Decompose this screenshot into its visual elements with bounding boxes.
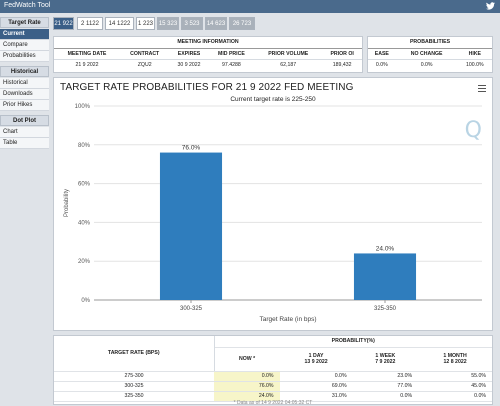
value-cell: 23.0% (352, 371, 419, 382)
y-tick-label: 40% (78, 220, 91, 226)
tab-meeting-8[interactable]: 26 723 (229, 17, 255, 30)
tab-meeting-2[interactable]: 2 1122 (77, 17, 103, 30)
sidebar-heading-target-rate: Target Rate (0, 17, 49, 28)
bar (159, 152, 223, 300)
value-cell: 77.0% (352, 381, 419, 392)
meeting-date-value: 21 9 2022 (75, 61, 99, 68)
app-title: FedWatch Tool (4, 2, 51, 9)
contract-value: ZQU2 (137, 61, 152, 68)
sidebar-item-probabilities[interactable]: Probabilities (0, 51, 49, 62)
value-cell: 55.0% (418, 371, 492, 382)
value-cell: 0.0% (279, 371, 353, 382)
col-now-header: NOW * (214, 347, 280, 372)
tab-meeting-3[interactable]: 14 1222 (105, 17, 134, 30)
probabilities-header: EASE (368, 48, 396, 60)
rate-cell: 325-350 (54, 391, 214, 402)
chart-subtitle: Current target rate is 225-250 (230, 96, 316, 103)
probabilities-header: NO CHANGE (395, 48, 458, 60)
value-cell: 0.0% (352, 391, 419, 402)
y-tick-label: 20% (78, 259, 91, 265)
sidebar-item-prior-hikes[interactable]: Prior Hikes (0, 100, 49, 111)
data-label: 24.0% (376, 245, 395, 252)
table-row: 275-300 0.0% 0.0% 23.0% 55.0% (54, 371, 492, 382)
no-change-value: 0.0% (420, 61, 433, 68)
y-tick-label: 60% (78, 182, 91, 188)
sidebar-item-table[interactable]: Table (0, 138, 49, 149)
probability-table-panel: TARGET RATE (BPS) PROBABILITY(%) NOW * 1… (53, 335, 493, 406)
table-row: 300-325 76.0% 69.0% 77.0% 45.0% (54, 381, 492, 392)
col-1week-header: 1 WEEK 7 9 2022 (352, 347, 419, 372)
ease-value: 0.0% (375, 61, 388, 68)
chart-panel: TARGET RATE PROBABILITIES FOR 21 9 2022 … (53, 77, 493, 331)
tab-meeting-6[interactable]: 3 523 (181, 17, 203, 30)
probabilities-panel: PROBABILITIES EASE NO CHANGE HIKE 0.0% 0… (367, 36, 493, 73)
sidebar-item-chart[interactable]: Chart (0, 127, 49, 138)
tab-meeting-5[interactable]: 15 323 (157, 17, 179, 30)
y-axis-label: Probability (64, 189, 70, 217)
probabilities-heading: PROBABILITIES (368, 37, 492, 49)
prior-oi-value: 189,432 (332, 61, 352, 68)
sidebar-item-current[interactable]: Current (0, 29, 49, 40)
now-cell: 0.0% (214, 371, 280, 382)
now-cell: 24.0% (214, 391, 280, 402)
data-footnote: * Data as of 14 9 2022 04:05:32 CT (233, 400, 313, 406)
sidebar-heading-dot-plot: Dot Plot (0, 115, 49, 126)
chart-menu-icon[interactable] (478, 85, 486, 92)
q-logo-icon: Q (464, 118, 482, 143)
col-1day-header: 1 DAY 13 9 2022 (279, 347, 353, 372)
hike-value: 100.0% (465, 61, 484, 68)
sidebar-item-downloads[interactable]: Downloads (0, 89, 49, 100)
meeting-info-header: MEETING DATE (54, 48, 120, 60)
value-cell: 69.0% (279, 381, 353, 392)
meeting-info-heading: MEETING INFORMATION (54, 37, 362, 49)
value-cell: 0.0% (418, 391, 492, 402)
meeting-info-header: CONTRACT (119, 48, 170, 60)
tab-meeting-7[interactable]: 14 623 (205, 17, 227, 30)
sidebar-item-historical[interactable]: Historical (0, 78, 49, 89)
meeting-info-header: MID PRICE (208, 48, 255, 60)
chart-title: TARGET RATE PROBABILITIES FOR 21 9 2022 … (60, 82, 354, 93)
col-1month-header: 1 MONTH 12 8 2022 (418, 347, 492, 372)
target-rate-header: TARGET RATE (BPS) (54, 336, 215, 372)
y-tick-label: 80% (78, 143, 91, 149)
tab-meeting-1[interactable]: 21 922 (53, 17, 74, 30)
title-bar: FedWatch Tool (0, 0, 500, 13)
table-row: 325-350 24.0% 31.0% 0.0% 0.0% (54, 391, 492, 402)
bar (353, 253, 417, 300)
bar-chart: 0% 20% 40% 60% 80% 100% Probability 76.0% 300-32… (64, 104, 482, 323)
data-label: 76.0% (182, 145, 201, 152)
meeting-info-panel: MEETING INFORMATION MEETING DATE CONTRAC… (53, 36, 363, 73)
expires-value: 30 9 2022 (177, 61, 201, 68)
probability-group-header: PROBABILITY(%) (214, 336, 492, 348)
mid-price-value: 97.4288 (222, 61, 241, 68)
x-tick-label: 300-325 (180, 306, 203, 312)
sidebar-item-compare[interactable]: Compare (0, 40, 49, 51)
prior-volume-value: 62,187 (280, 61, 297, 68)
x-axis-label: Target Rate (in bps) (259, 316, 316, 323)
now-cell: 76.0% (214, 381, 280, 392)
sidebar: Target Rate Current Compare Probabilitie… (0, 17, 49, 149)
sidebar-heading-historical: Historical (0, 66, 49, 77)
value-cell: 31.0% (279, 391, 353, 402)
twitter-icon[interactable] (486, 2, 495, 10)
tab-meeting-4[interactable]: 1 223 (136, 17, 155, 30)
y-tick-label: 100% (75, 104, 91, 110)
x-tick-label: 325-350 (374, 306, 397, 312)
probabilities-header: HIKE (457, 48, 492, 60)
meeting-info-header: EXPIRES (169, 48, 209, 60)
y-tick-label: 0% (81, 298, 90, 304)
value-cell: 45.0% (418, 381, 492, 392)
rate-cell: 275-300 (54, 371, 214, 382)
meeting-info-header: PRIOR OI (322, 48, 362, 60)
meeting-info-header: PRIOR VOLUME (254, 48, 323, 60)
rate-cell: 300-325 (54, 381, 214, 392)
